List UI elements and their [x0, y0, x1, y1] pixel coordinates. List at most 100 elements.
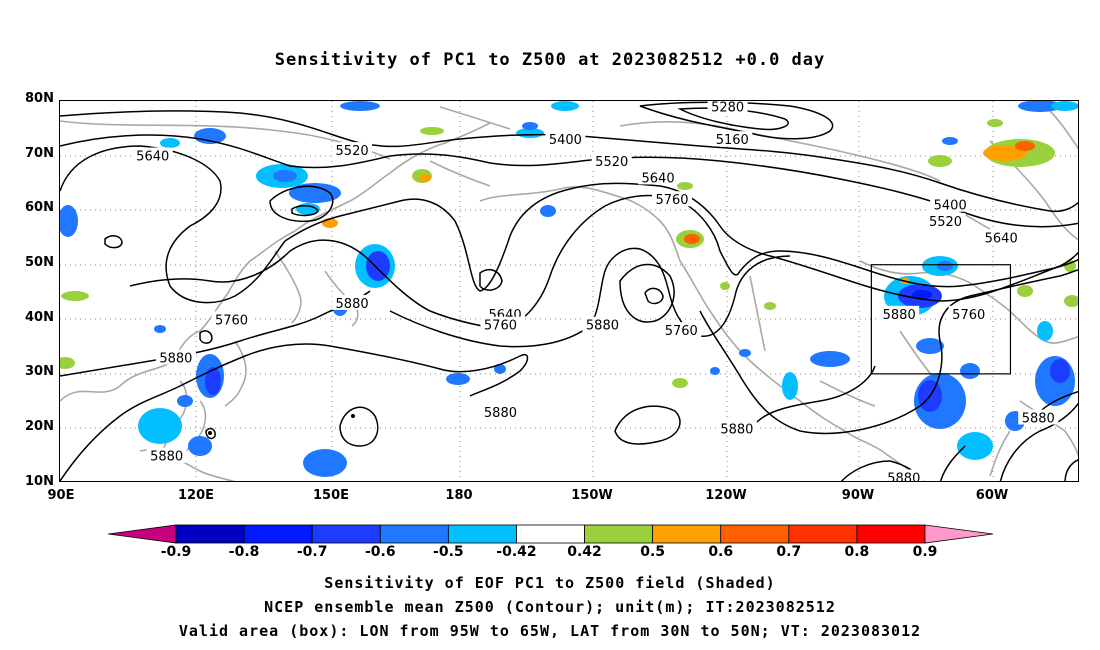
contour-label-bg [925, 213, 966, 229]
lon-tick-label: 90W [841, 488, 875, 503]
colorbar-extend-high [924, 524, 993, 544]
lat-tick-label: 50N [25, 255, 54, 270]
lat-tick-label: 10N [25, 474, 54, 489]
contour-label-bg [930, 196, 971, 212]
caption-line-1: Sensitivity of EOF PC1 to Z500 field (Sh… [324, 574, 776, 592]
contour-label: 5520 [929, 215, 962, 230]
lat-tick-label: 40N [25, 310, 54, 325]
contour-label-bg [712, 131, 753, 147]
lat-tick-label: 20N [25, 419, 54, 434]
colorbar-label: -0.42 [496, 544, 537, 560]
contour-label: 5880 [336, 297, 369, 312]
colorbar-label: 0.9 [912, 544, 938, 560]
contour-label: 5880 [883, 308, 916, 323]
contour-label: 5760 [215, 313, 248, 328]
lon-tick-label: 150W [571, 488, 613, 503]
contour-label-bg [981, 229, 1022, 245]
contour-label: 5640 [642, 171, 675, 186]
contour-label-bg [591, 153, 632, 169]
contour-label: 5520 [336, 144, 369, 159]
contour-label-bg [332, 142, 373, 158]
contour-label-bg [707, 101, 748, 114]
contour-label-bg [716, 420, 757, 436]
contour-label-bg [211, 311, 252, 327]
contour-label: 5160 [716, 133, 749, 148]
lon-tick-label: 180 [445, 488, 473, 503]
lat-tick-label: 30N [25, 364, 54, 379]
colorbar-cell [652, 524, 722, 544]
colorbar-label: 0.8 [844, 544, 870, 560]
contour-label: 5520 [595, 155, 628, 170]
lon-tick-label: 120E [177, 488, 215, 503]
contour-label: 5640 [985, 231, 1018, 246]
lat-tick-label: 60N [25, 200, 54, 215]
contour-label-bg [883, 469, 924, 481]
contour-label-bg [146, 447, 187, 463]
colorbar-cell [856, 524, 926, 544]
contour-label: 5880 [887, 472, 920, 482]
valid-area-box [870, 264, 1012, 375]
sensitivity-shading [60, 101, 1078, 477]
colorbar-label: 0.5 [640, 544, 666, 560]
contour-label-bg [879, 305, 920, 321]
colorbar-label: 0.42 [567, 544, 602, 560]
colorbar-cell [379, 524, 449, 544]
contour-label: 5760 [952, 308, 985, 323]
contour-label: 5880 [1022, 412, 1055, 427]
contour-label-bg [545, 131, 586, 147]
contour-label-bg [480, 404, 521, 420]
lat-tick-label: 80N [25, 91, 54, 106]
contour-label-bg [661, 322, 702, 338]
contour-label: 5400 [934, 199, 967, 214]
contour-label-bg [652, 191, 692, 207]
colorbar-label: -0.5 [433, 544, 464, 560]
colorbar-label: -0.6 [364, 544, 396, 560]
contour-label-bg [582, 316, 623, 332]
colorbar-cell [516, 524, 585, 544]
colorbar-cell [243, 524, 313, 544]
contour-label: 5400 [549, 133, 582, 148]
colorbar-label: -0.7 [296, 544, 328, 560]
lat-tick-label: 70N [25, 146, 54, 161]
contour-label: 5880 [484, 406, 517, 421]
contour-label-bg [638, 169, 679, 185]
contour-label: 5640 [136, 150, 169, 165]
contour-label-bg [480, 316, 521, 332]
lon-tick-label: 120W [705, 488, 747, 503]
contour-label: 5880 [586, 319, 619, 334]
colorbar-extend-low [108, 524, 177, 544]
lon-tick-label: 150E [312, 488, 350, 503]
colorbar-cell [584, 524, 654, 544]
contour-label-bg [1018, 409, 1059, 425]
colorbar-cell [788, 524, 858, 544]
colorbar-label: 0.6 [708, 544, 734, 560]
plot-title: Sensitivity of PC1 to Z500 at 2023082512… [274, 50, 826, 70]
colorbar-label: 0.7 [776, 544, 802, 560]
contour-label: 5760 [484, 319, 517, 334]
colorbar [108, 524, 993, 544]
contour-label: 5880 [150, 450, 183, 465]
contour-label: 5760 [655, 193, 688, 208]
caption-line-3: Valid area (box): LON from 95W to 65W, L… [178, 622, 922, 640]
lon-tick-label: 90E [47, 488, 75, 503]
colorbar-cell [720, 524, 790, 544]
colorbar-label: -0.9 [160, 544, 192, 560]
caption-line-2: NCEP ensemble mean Z500 (Contour); unit(… [264, 598, 836, 616]
contour-label-bg [132, 147, 173, 163]
colorbar-cell [447, 524, 517, 544]
contour-label: 5760 [665, 324, 698, 339]
contour-label: 5280 [711, 101, 744, 115]
colorbar-cell [311, 524, 381, 544]
contour-label-bg [332, 294, 373, 310]
colorbar-label: -0.8 [228, 544, 260, 560]
colorbar-cell [175, 524, 245, 544]
contour-label: 5880 [159, 351, 192, 366]
contour-label-bg [948, 305, 989, 321]
contour-dots [208, 414, 355, 435]
contour-label: 5880 [720, 422, 753, 437]
contour-label-bg [155, 349, 196, 365]
lon-tick-label: 60W [975, 488, 1009, 503]
map-panel: 5640 5520 5400 5280 5160 5520 5640 5760 5400 5520… [59, 100, 1079, 482]
